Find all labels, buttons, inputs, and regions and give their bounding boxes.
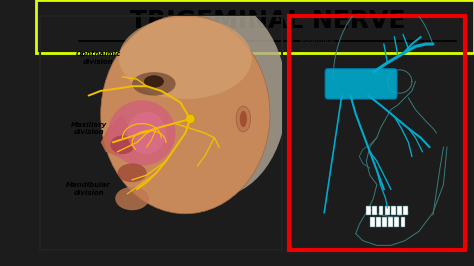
Bar (370, 217, 375, 227)
Bar (391, 206, 396, 215)
Ellipse shape (236, 106, 251, 132)
Circle shape (185, 114, 195, 124)
Bar (394, 217, 399, 227)
Bar (382, 217, 387, 227)
FancyBboxPatch shape (325, 69, 397, 99)
Text: TRIGEMINAL NERVE: TRIGEMINAL NERVE (130, 9, 406, 33)
Ellipse shape (100, 15, 270, 214)
Text: Mandibular
division: Mandibular division (66, 182, 111, 196)
Bar (373, 206, 377, 215)
Bar (401, 217, 405, 227)
Ellipse shape (142, 0, 287, 197)
Ellipse shape (115, 187, 149, 210)
Bar (376, 217, 381, 227)
Ellipse shape (108, 100, 176, 166)
Ellipse shape (118, 163, 146, 182)
Polygon shape (100, 114, 137, 156)
Text: Ophthalmic
division: Ophthalmic division (76, 51, 121, 65)
Bar (388, 217, 393, 227)
Ellipse shape (119, 17, 252, 99)
Ellipse shape (132, 72, 176, 95)
Bar (379, 206, 383, 215)
Bar (366, 206, 371, 215)
Ellipse shape (240, 111, 247, 127)
Text: Maxillary
division: Maxillary division (71, 122, 107, 135)
Text: trigeminal
nerve: trigeminal nerve (300, 39, 336, 53)
Ellipse shape (110, 135, 135, 154)
Ellipse shape (144, 76, 164, 87)
Bar (403, 206, 408, 215)
Bar (397, 206, 402, 215)
Ellipse shape (128, 112, 166, 154)
Bar (385, 206, 390, 215)
